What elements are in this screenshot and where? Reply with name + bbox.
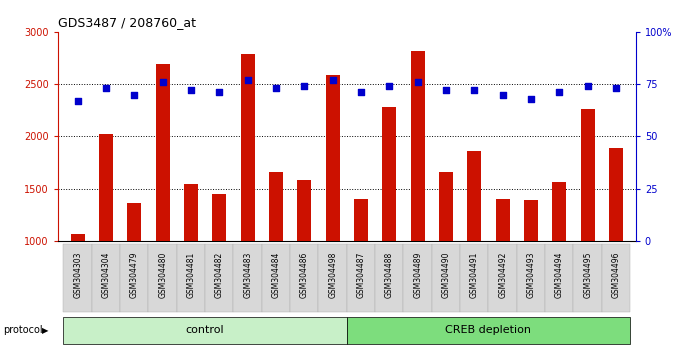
Bar (92, 244, 120, 312)
Text: GSM304487: GSM304487 (356, 252, 365, 298)
Point (186, 87, 197, 93)
Point (356, 90, 367, 95)
Bar (382, 107, 396, 241)
Text: GSM304480: GSM304480 (158, 252, 167, 298)
Bar (467, 151, 481, 241)
Text: protocol: protocol (3, 325, 43, 335)
Text: control: control (186, 325, 224, 335)
Bar (290, 244, 318, 312)
Bar (326, 75, 340, 241)
Bar (552, 182, 566, 241)
Bar (354, 199, 368, 241)
Point (441, 87, 452, 93)
Text: GSM304489: GSM304489 (413, 252, 422, 298)
Bar (517, 244, 545, 312)
Bar (347, 316, 630, 344)
Bar (573, 244, 602, 312)
Point (242, 77, 253, 83)
Text: GSM304484: GSM304484 (271, 252, 280, 298)
Text: GSM304303: GSM304303 (73, 252, 82, 298)
Bar (184, 184, 198, 241)
Bar (241, 54, 255, 241)
Bar (148, 244, 177, 312)
Bar (212, 194, 226, 241)
Point (129, 92, 140, 97)
Bar (262, 244, 290, 312)
Point (554, 90, 565, 95)
Bar (233, 244, 262, 312)
Bar (375, 244, 403, 312)
Text: GSM304495: GSM304495 (583, 252, 592, 298)
Point (611, 85, 622, 91)
Bar (439, 172, 453, 241)
Text: CREB depletion: CREB depletion (445, 325, 532, 335)
Bar (602, 244, 630, 312)
Text: GSM304488: GSM304488 (385, 252, 394, 298)
Text: GSM304493: GSM304493 (526, 252, 535, 298)
Bar (432, 244, 460, 312)
Text: GSM304491: GSM304491 (470, 252, 479, 298)
Bar (411, 51, 425, 241)
Bar (156, 64, 170, 241)
Text: GSM304481: GSM304481 (186, 252, 195, 298)
Point (582, 83, 593, 89)
Point (157, 79, 168, 85)
Text: GSM304496: GSM304496 (611, 252, 620, 298)
Text: GSM304486: GSM304486 (300, 252, 309, 298)
Bar (297, 180, 311, 241)
Text: GSM304482: GSM304482 (215, 252, 224, 298)
Point (299, 83, 310, 89)
Bar (545, 244, 573, 312)
Bar (177, 244, 205, 312)
Text: ▶: ▶ (42, 326, 49, 335)
Point (526, 96, 537, 102)
Point (101, 85, 112, 91)
Bar (205, 244, 233, 312)
Bar (609, 148, 623, 241)
Bar (581, 109, 595, 241)
Bar (347, 244, 375, 312)
Text: GDS3487 / 208760_at: GDS3487 / 208760_at (58, 16, 196, 29)
Bar (488, 244, 517, 312)
Text: GSM304304: GSM304304 (101, 252, 110, 298)
Point (497, 92, 508, 97)
Bar (269, 172, 283, 241)
Bar (63, 244, 92, 312)
Bar (496, 199, 510, 241)
Bar (524, 200, 538, 241)
Point (72, 98, 83, 104)
Text: GSM304494: GSM304494 (555, 252, 564, 298)
Bar (127, 203, 141, 241)
Bar (318, 244, 347, 312)
Bar (403, 244, 432, 312)
Text: GSM304490: GSM304490 (441, 252, 450, 298)
Text: GSM304498: GSM304498 (328, 252, 337, 298)
Bar (120, 244, 148, 312)
Point (214, 90, 225, 95)
Text: GSM304483: GSM304483 (243, 252, 252, 298)
Point (271, 85, 282, 91)
Text: GSM304492: GSM304492 (498, 252, 507, 298)
Point (384, 83, 395, 89)
Point (412, 79, 423, 85)
Bar (460, 244, 488, 312)
Point (327, 77, 338, 83)
Bar (99, 134, 113, 241)
Text: GSM304479: GSM304479 (130, 252, 139, 298)
Bar (71, 234, 85, 241)
Bar (63, 316, 347, 344)
Point (469, 87, 480, 93)
